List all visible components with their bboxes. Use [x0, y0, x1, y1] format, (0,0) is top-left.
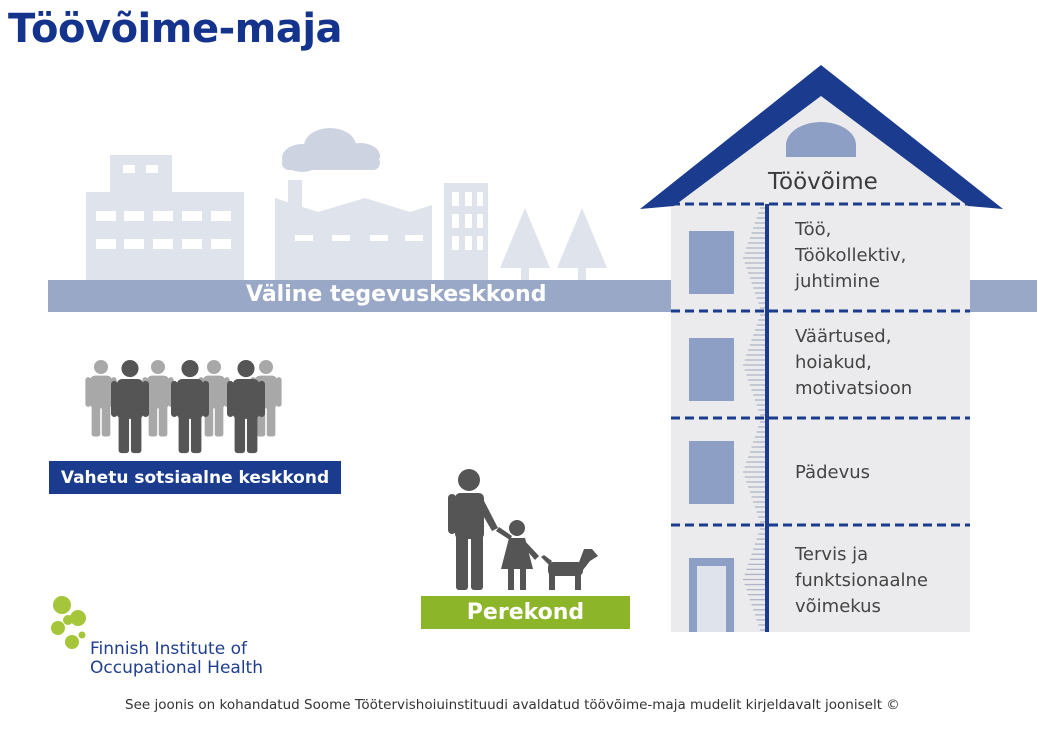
tree-icon	[557, 208, 607, 268]
family-label: Perekond	[421, 596, 630, 629]
external-environment-label: Väline tegevuskeskkond	[246, 282, 547, 307]
social-environment-label: Vahetu sotsiaalne keskkond	[49, 461, 341, 494]
dog-icon	[541, 549, 598, 590]
floor-label-work: Töö, Töökollektiv, juhtimine	[795, 219, 907, 292]
ground-bar	[48, 280, 671, 312]
attic-window	[786, 122, 856, 157]
child-figure	[496, 520, 539, 590]
floor-label-values: Väärtused, hoiakud, motivatsioon	[795, 326, 913, 399]
logo-text: Finnish Institute of Occupational Health	[90, 639, 263, 678]
window	[689, 231, 734, 294]
house-windows	[689, 231, 734, 504]
house-roof	[640, 65, 1003, 209]
factory-chimney	[288, 180, 302, 210]
floor-label-competence: Pädevus	[795, 462, 871, 483]
window	[689, 441, 734, 504]
smoke-cloud	[282, 128, 380, 172]
floor-label-health: Tervis ja funktsionaalne võimekus	[795, 544, 928, 617]
family-icon	[448, 469, 598, 590]
crowd-icon	[85, 360, 282, 454]
city-skyline	[86, 128, 607, 280]
factory-building	[275, 198, 432, 280]
house	[640, 65, 1003, 632]
adult-figure	[448, 469, 498, 590]
finnish-institute-logo-mark	[51, 596, 86, 649]
floor-dividers	[671, 202, 970, 527]
page-title: Töövõime-maja	[8, 6, 343, 52]
central-axis	[765, 204, 769, 632]
ground-bar-right	[970, 280, 1037, 312]
ruler-ticks	[743, 207, 765, 631]
office-tower	[110, 155, 172, 195]
person-icon	[111, 360, 149, 454]
window	[689, 338, 734, 401]
house-title: Töövõime	[768, 169, 878, 195]
tree-icon	[500, 208, 550, 268]
person-icon	[227, 360, 265, 454]
office-building	[86, 192, 244, 280]
footer-note: See joonis on kohandatud Soome Töötervis…	[125, 697, 900, 713]
person-icon	[171, 360, 209, 454]
